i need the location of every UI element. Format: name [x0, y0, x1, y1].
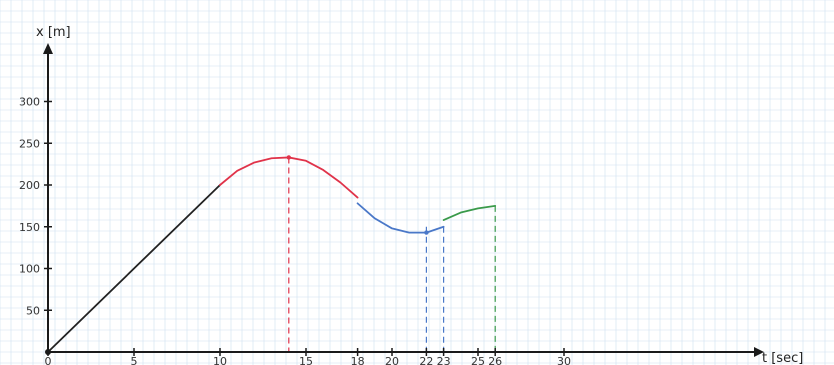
y-tick-label: 300 [19, 96, 40, 109]
y-tick-label: 150 [19, 221, 40, 234]
y-axis-label: x [m] [36, 25, 71, 40]
x-tick-label: 22 [419, 355, 433, 365]
x-tick-label: 30 [557, 355, 571, 365]
x-axis-label: t [sec] [762, 351, 803, 365]
series-line-blue [356, 202, 445, 234]
markers [45, 155, 429, 355]
x-tick-label: 20 [385, 355, 399, 365]
series-line-green [442, 204, 497, 221]
x-tick-label: 23 [437, 355, 451, 365]
dashed-guides [288, 157, 496, 352]
y-tick-label: 50 [26, 304, 40, 317]
y-tick-label: 200 [19, 179, 40, 192]
x-tick-label: 18 [351, 355, 365, 365]
y-axis-arrow [43, 43, 53, 54]
x-tick-label: 15 [299, 355, 313, 365]
x-tick-label: 0 [45, 355, 52, 365]
x-tick-label: 25 [471, 355, 485, 365]
y-tick-label: 100 [19, 263, 40, 276]
data-point-marker [424, 230, 429, 235]
y-tick-label: 250 [19, 137, 40, 150]
ticks: 0 5 10 15 18 20 22 23 25 26 30 50 100 150 200 250 300 [19, 96, 571, 365]
x-tick-label: 5 [131, 355, 138, 365]
x-tick-label: 10 [213, 355, 227, 365]
series-line-black [47, 184, 221, 353]
x-axis-arrow [754, 347, 764, 357]
x-tick-label: 26 [488, 355, 502, 365]
data-point-marker [286, 155, 291, 160]
origin-point [45, 349, 51, 355]
